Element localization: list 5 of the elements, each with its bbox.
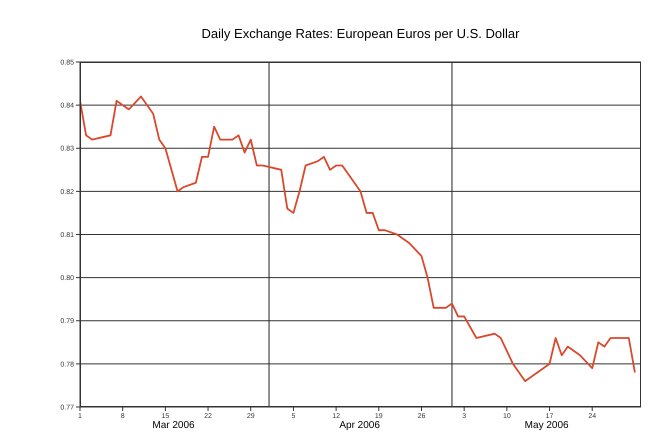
text: Mar 2006	[152, 420, 195, 431]
text: May 2006	[524, 420, 569, 431]
line-series	[80, 96, 636, 382]
text: Apr 2006	[339, 420, 380, 431]
chart-title: Daily Exchange Rates: European Euros per U.S. Dollar	[200, 26, 520, 41]
